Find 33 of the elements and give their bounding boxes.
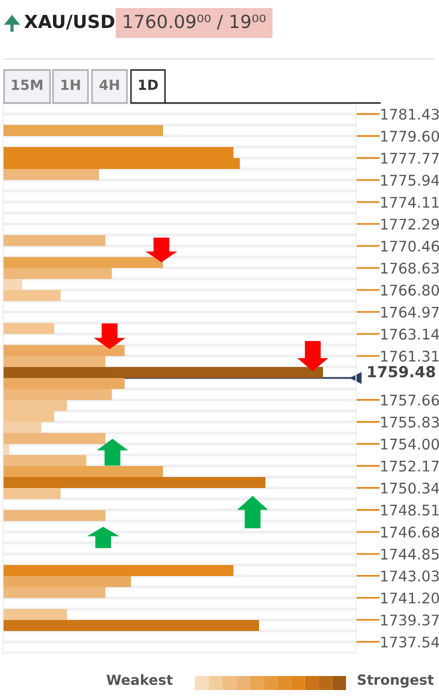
y-tick-label: 1766.80 xyxy=(381,284,439,296)
text: 1H xyxy=(61,80,80,90)
y-tick-label: 1763.14 xyxy=(381,328,439,340)
y-tick-label: 1757.66 xyxy=(381,394,439,406)
y-tick-label: 1755.83 xyxy=(381,416,439,428)
text: 1D xyxy=(138,80,158,90)
y-tick-label: 1764.97 xyxy=(381,306,439,318)
y-tick-label: 1748.51 xyxy=(381,504,439,516)
ref-line-label: 1759.48 xyxy=(368,366,436,378)
y-tick-label: 1761.31 xyxy=(381,350,439,362)
y-tick-label: 1772.29 xyxy=(381,218,439,230)
text: 15M xyxy=(12,80,42,90)
text: Weakest xyxy=(106,674,173,686)
y-tick-label: 1781.43 xyxy=(381,108,439,120)
text: Strongest xyxy=(358,674,434,688)
y-tick-label: 1741.20 xyxy=(381,592,439,604)
y-tick-label: 1744.85 xyxy=(381,548,439,560)
y-tick-label: 1768.63 xyxy=(381,262,439,274)
chart-subtitle: 1760.09⁰⁰ / 19⁰⁰ xyxy=(124,14,266,30)
text: 4H xyxy=(99,80,119,90)
y-tick-label: 1779.60 xyxy=(381,130,439,142)
y-tick-label: 1754.00 xyxy=(381,438,439,450)
y-tick-label: 1770.46 xyxy=(381,240,439,252)
y-tick-label: 1774.11 xyxy=(381,196,439,208)
y-tick-label: 1775.94 xyxy=(381,174,439,186)
y-tick-label: 1752.17 xyxy=(381,460,439,472)
y-tick-label: 1743.03 xyxy=(381,570,439,582)
y-tick-label: 1750.34 xyxy=(381,482,439,494)
y-tick-label: 1746.68 xyxy=(381,526,439,538)
y-tick-label: 1739.37 xyxy=(381,614,439,626)
y-tick-label: 1737.54 xyxy=(381,636,439,648)
y-tick-label: 1777.77 xyxy=(381,152,439,164)
chart-title: XAU/USD xyxy=(24,14,114,30)
